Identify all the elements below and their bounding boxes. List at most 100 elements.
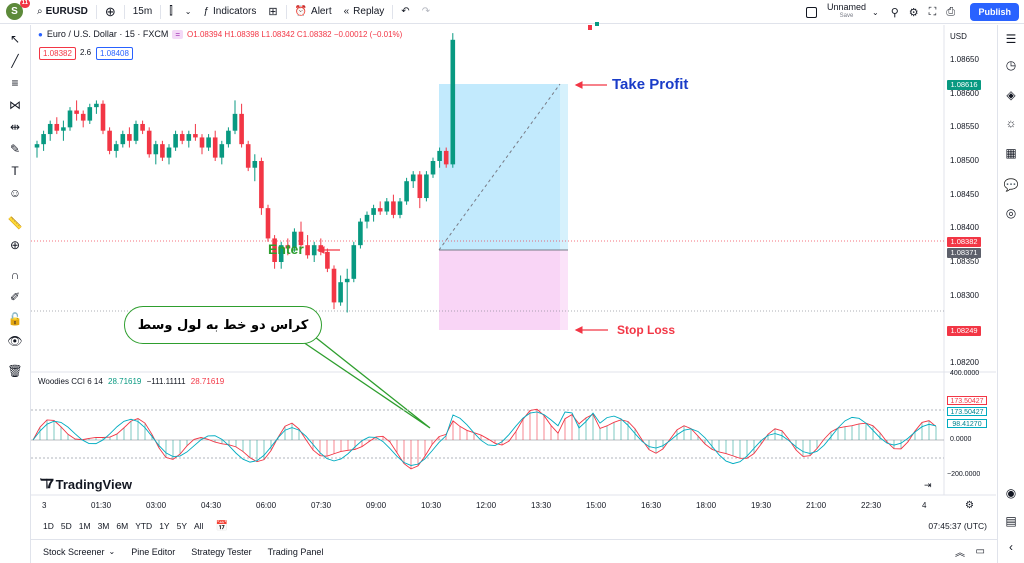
- fib-retracement-icon[interactable]: ≡: [11, 76, 19, 90]
- zoom-in-icon[interactable]: ⊕: [9, 238, 21, 252]
- alerts-clock-icon[interactable]: ◷: [1005, 58, 1017, 72]
- ask-price[interactable]: 1.08408: [96, 47, 133, 60]
- price-axis-label: 1.08600: [950, 88, 979, 98]
- time-axis-label: 15:00: [586, 501, 607, 510]
- range-button-5d[interactable]: 5D: [60, 521, 72, 531]
- bid-price[interactable]: 1.08382: [39, 47, 76, 60]
- chart-type-dropdown[interactable]: ⌄: [179, 0, 198, 24]
- candle-body: [588, 25, 592, 30]
- symbol-search[interactable]: ⌕ EURUSD: [31, 0, 94, 24]
- scroll-right-icon[interactable]: ⇥: [924, 480, 932, 490]
- signal-icon[interactable]: ◎: [1005, 206, 1017, 220]
- eye-icon[interactable]: 👁: [7, 334, 23, 348]
- camera-icon[interactable]: ⎙: [946, 5, 956, 18]
- lock-drawing-icon[interactable]: ✐: [9, 290, 21, 304]
- price-axis-label: 1.08650: [950, 55, 979, 64]
- price-axis-label: 1.08450: [950, 189, 979, 199]
- chevron-down-icon[interactable]: ⌄: [872, 7, 879, 17]
- templates-button[interactable]: ⊞: [262, 0, 283, 24]
- compare-button[interactable]: ⊕: [99, 0, 122, 24]
- trend-line-icon[interactable]: ╱: [11, 54, 19, 68]
- chevron-down-icon[interactable]: ⌄: [108, 547, 116, 556]
- symbol-title[interactable]: Euro / U.S. Dollar · 15 · FXCM: [46, 29, 169, 39]
- undo-button[interactable]: ↶: [395, 0, 415, 24]
- range-button-1m[interactable]: 1M: [78, 521, 91, 531]
- range-button-1y[interactable]: 1Y: [159, 521, 170, 531]
- candle-body: [219, 144, 225, 158]
- clock-label[interactable]: 07:45:37 (UTC): [928, 521, 987, 531]
- collapse-icon[interactable]: ‹: [1009, 540, 1013, 554]
- settings-gear-icon[interactable]: ⚙: [908, 6, 919, 19]
- interval-button[interactable]: 15m: [127, 0, 158, 24]
- chart-type-button[interactable]: ⫿: [163, 0, 179, 24]
- range-button-6m[interactable]: 6M: [116, 521, 129, 531]
- calendar-icon[interactable]: ▦: [1005, 146, 1017, 160]
- cci-legend[interactable]: Woodies CCI 6 14 28.71619 −111.11111 28.…: [38, 377, 224, 386]
- chat-icon[interactable]: 💬: [1003, 178, 1019, 192]
- currency-label[interactable]: USD: [950, 32, 967, 41]
- layout-checkbox-icon[interactable]: [806, 6, 817, 18]
- widget-bar: ☰ ◷ ◈ ☼ ▦ 💬 ◎ ◉ ▤ ‹: [997, 25, 1024, 563]
- stop-loss-label: Stop Loss: [617, 323, 676, 337]
- take-profit-price-tag: 1.08616: [947, 80, 981, 90]
- candle-body: [186, 134, 192, 141]
- calendar-range-icon[interactable]: 📅: [215, 520, 228, 532]
- tab-trading-panel[interactable]: Trading Panel: [267, 546, 324, 557]
- layers-icon[interactable]: ◈: [1006, 88, 1016, 102]
- collapse-panel-icon[interactable]: ︽: [955, 548, 965, 559]
- range-button-all[interactable]: All: [194, 521, 204, 531]
- candle-body: [344, 278, 350, 283]
- tab-stock-screener[interactable]: Stock Screener: [43, 546, 105, 557]
- trash-icon[interactable]: 🗑: [7, 364, 23, 378]
- range-button-3m[interactable]: 3M: [97, 521, 110, 531]
- layout-name-block[interactable]: Unnamed Save: [827, 3, 866, 21]
- range-button-ytd[interactable]: YTD: [135, 521, 153, 531]
- watchlist-icon[interactable]: ☰: [1005, 32, 1017, 46]
- brush-icon[interactable]: ✎: [9, 142, 21, 156]
- tab-strategy-tester[interactable]: Strategy Tester: [191, 546, 252, 557]
- candle-body: [443, 150, 449, 165]
- user-avatar[interactable]: S 11: [6, 0, 30, 20]
- emoji-icon[interactable]: ☺: [8, 186, 22, 200]
- replay-button[interactable]: « Replay: [338, 0, 391, 24]
- range-button-5y[interactable]: 5Y: [176, 521, 187, 531]
- drawing-toolbar: ↖ ╱ ≡ ⋈ ⇹ ✎ T ☺ 📏 ⊕ ∩ ✐ 🔓 👁 🗑: [0, 25, 31, 563]
- cursor-icon[interactable]: ↖: [9, 32, 21, 46]
- maximize-panel-icon[interactable]: ▭: [975, 546, 985, 557]
- stop-loss-zone: [439, 250, 560, 330]
- fullscreen-icon[interactable]: ⛶: [928, 5, 937, 18]
- lock-icon[interactable]: 🔓: [7, 312, 23, 326]
- candle-body: [100, 103, 106, 131]
- bubble-text: کراس دو خط به لول وسط: [137, 317, 309, 333]
- candle-body: [311, 245, 317, 256]
- candle-body: [193, 134, 198, 138]
- indicators-button[interactable]: ƒ Indicators: [197, 0, 262, 24]
- prediction-icon[interactable]: ⇹: [9, 120, 21, 134]
- publish-button[interactable]: Publish: [970, 3, 1019, 21]
- legend-actions-icon[interactable]: =: [172, 29, 184, 39]
- text-icon[interactable]: T: [11, 164, 19, 178]
- time-axis-label: 09:00: [366, 501, 387, 510]
- candle-body: [120, 134, 126, 145]
- range-buttons: 1D 5D 1M 3M 6M YTD 1Y 5Y All: [43, 521, 203, 531]
- price-axis-label: 1.08300: [950, 290, 979, 300]
- candle-body: [160, 144, 165, 158]
- cci-axis-bottom: −200.0000: [947, 471, 981, 478]
- quick-search-icon[interactable]: ⚲: [890, 6, 899, 19]
- time-axis-settings-icon[interactable]: ⚙: [965, 500, 974, 511]
- range-button-1d[interactable]: 1D: [43, 521, 54, 531]
- alert-button[interactable]: ⏰ Alert: [289, 0, 338, 24]
- tradingview-logo[interactable]: ℸ𝟕 TradingView: [40, 476, 132, 492]
- help-icon[interactable]: ◉: [1005, 486, 1017, 500]
- pattern-icon[interactable]: ⋈: [9, 98, 21, 112]
- tab-pine-editor[interactable]: Pine Editor: [131, 546, 176, 557]
- candle-body: [166, 147, 172, 158]
- ideas-bulb-icon[interactable]: ☼: [1005, 116, 1017, 130]
- ruler-icon[interactable]: 📏: [7, 216, 23, 230]
- redo-button[interactable]: ↷: [416, 0, 436, 24]
- alarm-clock-icon: ⏰: [294, 6, 308, 17]
- magnet-icon[interactable]: ∩: [10, 268, 20, 282]
- layout-name: Unnamed: [827, 2, 867, 12]
- object-tree-icon[interactable]: ▤: [1005, 514, 1017, 528]
